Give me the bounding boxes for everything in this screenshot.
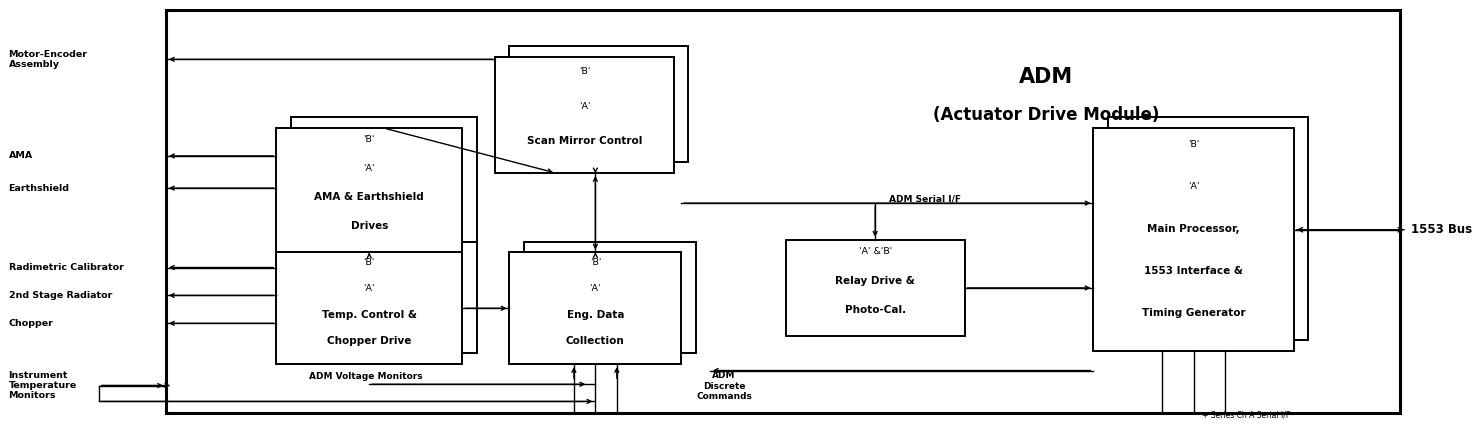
Polygon shape xyxy=(166,10,1400,413)
Text: Main Processor,: Main Processor, xyxy=(1147,224,1240,234)
Text: Earthshield: Earthshield xyxy=(9,184,69,193)
Text: 'A': 'A' xyxy=(579,102,590,111)
Polygon shape xyxy=(1108,117,1308,340)
Text: 'B': 'B' xyxy=(579,67,590,76)
Polygon shape xyxy=(523,242,696,353)
Polygon shape xyxy=(276,252,463,364)
Text: 'B': 'B' xyxy=(364,258,375,267)
Text: 'A': 'A' xyxy=(364,164,375,173)
Text: + Series Ch A Serial I/F: + Series Ch A Serial I/F xyxy=(1203,411,1290,420)
Text: Timing Generator: Timing Generator xyxy=(1142,308,1246,318)
Text: Scan Mirror Control: Scan Mirror Control xyxy=(528,137,643,146)
Text: AMA & Earthshield: AMA & Earthshield xyxy=(315,193,424,203)
Text: 'B': 'B' xyxy=(590,258,602,267)
Text: (Actuator Drive Module): (Actuator Drive Module) xyxy=(933,106,1159,124)
Text: Chopper Drive: Chopper Drive xyxy=(327,336,411,346)
Text: ADM
Discrete
Commands: ADM Discrete Commands xyxy=(696,372,752,401)
Polygon shape xyxy=(786,240,965,336)
Text: Radimetric Calibrator: Radimetric Calibrator xyxy=(9,263,124,272)
Text: 2nd Stage Radiator: 2nd Stage Radiator xyxy=(9,291,112,300)
Text: 'B': 'B' xyxy=(1188,140,1199,149)
Polygon shape xyxy=(1094,128,1293,351)
Text: Chopper: Chopper xyxy=(9,319,53,328)
Polygon shape xyxy=(291,242,476,353)
Text: Eng. Data: Eng. Data xyxy=(566,310,624,320)
Polygon shape xyxy=(510,47,689,162)
Text: Photo-Cal.: Photo-Cal. xyxy=(844,305,906,315)
Text: 'B': 'B' xyxy=(364,135,375,144)
Text: 'A': 'A' xyxy=(364,284,375,293)
Text: Motor-Encoder
Assembly: Motor-Encoder Assembly xyxy=(9,50,87,69)
Polygon shape xyxy=(510,252,681,364)
Text: 1553 Interface &: 1553 Interface & xyxy=(1144,266,1243,276)
Text: ADM Serial I/F: ADM Serial I/F xyxy=(888,194,961,203)
Polygon shape xyxy=(495,57,674,173)
Text: Temp. Control &: Temp. Control & xyxy=(322,310,417,320)
Text: 'A': 'A' xyxy=(1188,182,1199,191)
Text: ADM Voltage Monitors: ADM Voltage Monitors xyxy=(309,372,423,381)
Text: Relay Drive &: Relay Drive & xyxy=(835,276,915,286)
Text: Instrument
Temperature
Monitors: Instrument Temperature Monitors xyxy=(9,371,77,400)
Text: 'A': 'A' xyxy=(590,284,602,293)
Text: 1553 Bus: 1553 Bus xyxy=(1411,223,1472,236)
Text: AMA: AMA xyxy=(9,151,33,160)
Polygon shape xyxy=(291,117,476,242)
Text: 'A' &'B': 'A' &'B' xyxy=(859,247,891,256)
Polygon shape xyxy=(276,128,463,252)
Text: Drives: Drives xyxy=(350,222,387,232)
Text: ADM: ADM xyxy=(1020,67,1073,86)
Text: Collection: Collection xyxy=(566,336,625,346)
